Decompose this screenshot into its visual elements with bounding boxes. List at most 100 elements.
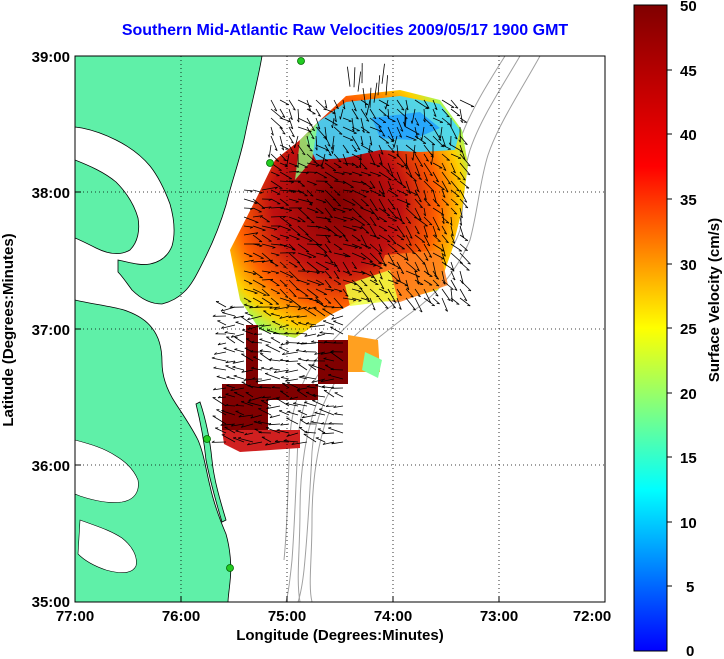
velocity-arrow-head — [309, 203, 313, 206]
velocity-arrow — [288, 288, 297, 297]
velocity-arrow — [221, 324, 236, 329]
velocity-arrow — [241, 369, 254, 373]
velocity-arrow — [315, 261, 329, 270]
velocity-arrow — [247, 385, 263, 389]
velocity-arrow — [405, 162, 413, 178]
velocity-arrow-head — [445, 222, 449, 224]
velocity-arrow-head — [324, 255, 328, 257]
velocity-arrow — [441, 243, 446, 257]
velocity-arrow — [324, 243, 332, 253]
velocity-arrow-head — [248, 398, 252, 402]
velocity-arrow — [252, 207, 262, 213]
velocity-arrow-head — [307, 306, 311, 310]
velocity-arrow — [311, 378, 326, 383]
velocity-arrow — [269, 414, 281, 419]
velocity-arrow-head — [456, 189, 460, 192]
velocity-arrow-head — [331, 125, 333, 129]
velocity-arrow — [297, 108, 300, 123]
velocity-arrow — [378, 198, 387, 212]
velocity-arrow-head — [298, 375, 302, 378]
velocity-arrow — [396, 225, 406, 238]
velocity-arrow-head — [330, 367, 334, 370]
velocity-arrow — [360, 198, 369, 207]
velocity-arrow — [306, 99, 312, 111]
velocity-arrow — [317, 428, 326, 434]
velocity-arrow-head — [354, 246, 358, 249]
velocity-arrow — [333, 243, 343, 250]
velocity-arrow — [212, 397, 227, 407]
velocity-arrow-head — [226, 384, 230, 386]
velocity-arrow-head — [247, 384, 251, 387]
velocity-arrow — [423, 243, 433, 258]
velocity-arrow-head — [423, 119, 426, 123]
velocity-arrow — [297, 297, 313, 299]
velocity-arrow — [238, 414, 254, 418]
colorbar-tick-label: 10 — [680, 515, 697, 532]
velocity-arrow — [231, 333, 245, 338]
velocity-arrow-head — [413, 180, 417, 182]
velocity-arrow-head — [460, 120, 463, 123]
velocity-arrow — [369, 216, 377, 227]
velocity-arrow — [306, 386, 317, 389]
velocity-arrow-head — [271, 385, 275, 388]
velocity-arrow-head — [225, 403, 229, 406]
velocity-arrow — [270, 171, 280, 176]
velocity-arrow — [396, 180, 407, 188]
velocity-arrow-head — [332, 209, 336, 212]
velocity-arrow — [459, 135, 468, 145]
velocity-arrow — [286, 305, 299, 308]
velocity-arrow-head — [258, 430, 262, 433]
velocity-arrow — [270, 117, 283, 129]
velocity-arrow-head — [417, 173, 421, 177]
velocity-arrow — [332, 144, 335, 154]
velocity-arrow-head — [324, 340, 328, 343]
velocity-arrow-head — [411, 252, 416, 255]
velocity-arrow-head — [265, 372, 269, 374]
velocity-arrow — [378, 135, 390, 144]
velocity-arrow — [261, 324, 272, 327]
velocity-arrow — [232, 360, 245, 364]
velocity-arrow — [297, 363, 308, 371]
velocity-arrow-head — [283, 266, 287, 268]
velocity-arrow — [270, 99, 278, 112]
velocity-arrow — [270, 234, 281, 240]
velocity-arrow — [396, 243, 405, 250]
velocity-arrow — [396, 171, 403, 185]
velocity-arrow — [441, 99, 455, 108]
velocity-arrow — [396, 261, 405, 274]
velocity-arrow — [297, 180, 305, 187]
velocity-arrow — [309, 324, 326, 328]
velocity-arrow-head — [390, 140, 394, 143]
velocity-arrow-head — [383, 114, 387, 116]
velocity-arrow — [291, 441, 308, 445]
velocity-arrow-head — [301, 415, 305, 419]
velocity-arrow — [351, 216, 366, 226]
velocity-arrow-head — [231, 423, 234, 427]
velocity-arrow-head — [259, 349, 263, 352]
velocity-arrow — [220, 306, 236, 312]
velocity-arrow — [441, 216, 450, 224]
velocity-arrow — [387, 126, 395, 142]
velocity-arrow — [369, 153, 376, 166]
velocity-arrow-head — [464, 143, 468, 145]
velocity-arrow — [360, 117, 365, 133]
velocity-arrow-head — [287, 433, 290, 437]
velocity-arrow — [243, 279, 253, 285]
velocity-arrow — [315, 270, 325, 273]
velocity-arrow-head — [259, 385, 263, 388]
velocity-arrow-head — [435, 180, 439, 183]
velocity-arrow — [261, 206, 272, 209]
velocity-arrow-head — [441, 221, 445, 224]
velocity-arrow-head — [428, 223, 433, 226]
grid-lines — [75, 56, 605, 602]
velocity-arrow — [441, 297, 448, 312]
velocity-arrow-head — [373, 265, 377, 267]
velocity-arrow-head — [283, 439, 287, 442]
velocity-arrow-head — [395, 280, 400, 282]
velocity-arrow — [351, 153, 362, 160]
velocity-arrow-head — [381, 192, 385, 195]
velocity-arrow — [288, 243, 296, 251]
velocity-arrow — [450, 216, 453, 226]
velocity-arrow-head — [322, 442, 326, 445]
velocity-arrow-head — [380, 152, 384, 155]
